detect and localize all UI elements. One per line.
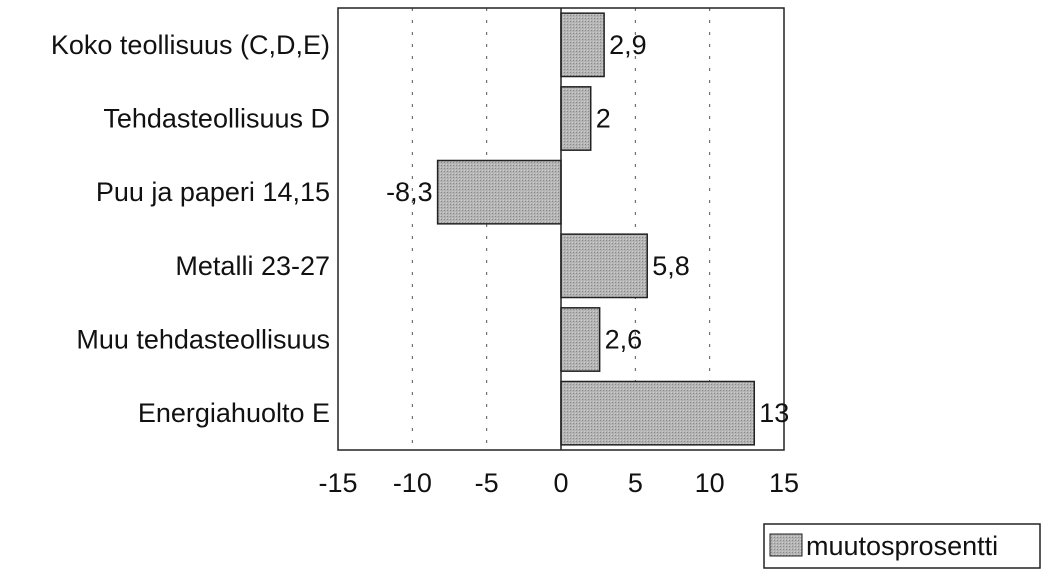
x-tick-label: 0 (553, 468, 568, 498)
legend-label: muutosprosentti (806, 531, 998, 561)
data-label: -8,3 (386, 177, 433, 207)
x-tick-label: -10 (393, 468, 432, 498)
category-label: Muu tehdasteollisuus (76, 325, 330, 355)
data-label: 2,9 (609, 30, 647, 60)
data-label: 5,8 (652, 251, 690, 281)
category-label: Koko teollisuus (C,D,E) (51, 30, 330, 60)
bar-group (436, 12, 756, 446)
legend: muutosprosentti (763, 523, 1041, 569)
bar (560, 86, 592, 151)
grid-lines (411, 8, 711, 450)
category-label: Puu ja paperi 14,15 (96, 177, 330, 207)
x-tick-label: 15 (769, 468, 799, 498)
category-axis-labels: Koko teollisuus (C,D,E) Tehdasteollisuus … (51, 30, 330, 428)
data-labels: 2,9 2 -8,3 5,8 2,6 13 (386, 30, 789, 428)
legend-box (763, 523, 1041, 569)
category-label: Energiahuolto E (138, 398, 330, 428)
legend-swatch (769, 533, 803, 557)
category-label: Metalli 23-27 (175, 251, 330, 281)
x-tick-label: 10 (695, 468, 725, 498)
data-label: 13 (759, 398, 789, 428)
bar (560, 233, 648, 299)
bar (436, 159, 562, 225)
category-label: Tehdasteollisuus D (103, 104, 330, 134)
value-axis-tick-labels: -15 -10 -5 0 5 10 15 (318, 468, 799, 498)
x-tick-label: 5 (628, 468, 643, 498)
bar (560, 380, 756, 446)
x-tick-label: -15 (318, 468, 357, 498)
bar (560, 12, 605, 78)
bar (560, 307, 601, 372)
data-label: 2,6 (605, 325, 643, 355)
data-label: 2 (596, 104, 611, 134)
x-tick-label: -5 (475, 468, 499, 498)
